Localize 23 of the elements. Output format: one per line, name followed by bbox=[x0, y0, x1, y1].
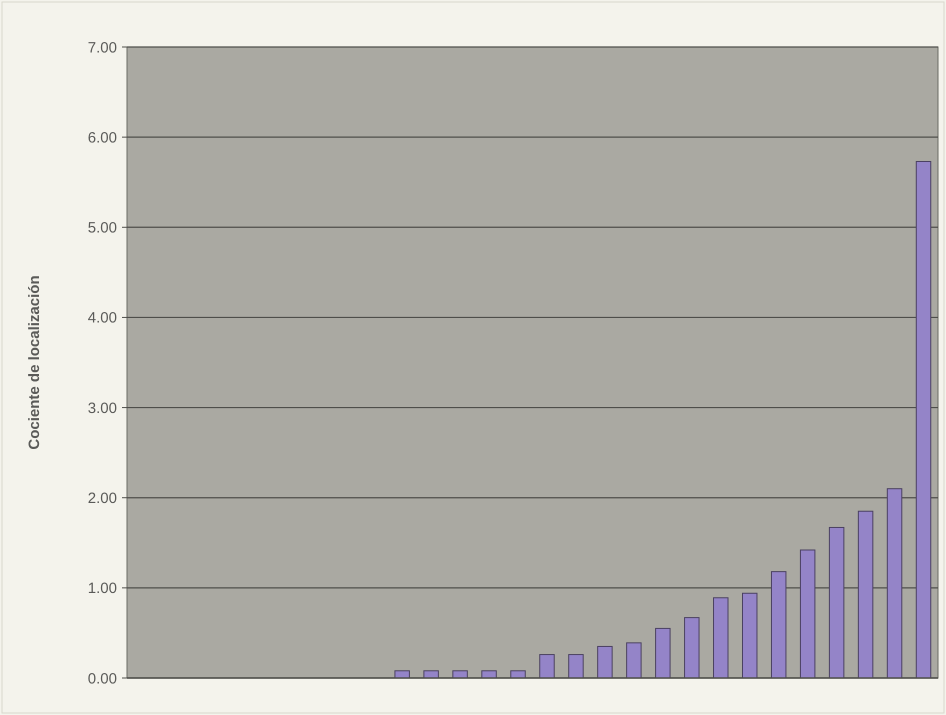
bar bbox=[828, 526, 844, 678]
bar bbox=[770, 571, 786, 678]
bar bbox=[539, 654, 555, 678]
bar bbox=[916, 160, 932, 678]
bar bbox=[655, 628, 671, 678]
y-axis-title: Cociente de localización bbox=[26, 275, 43, 450]
y-tick-label: 1.00 bbox=[88, 580, 117, 598]
y-tick-label: 2.00 bbox=[88, 490, 117, 507]
bar bbox=[713, 597, 729, 678]
y-tick-label: 6.00 bbox=[88, 129, 117, 146]
bar bbox=[742, 592, 758, 678]
y-tick-label: 4.00 bbox=[88, 310, 117, 327]
bar bbox=[800, 549, 816, 678]
y-tick-label: 7.00 bbox=[88, 39, 117, 56]
bar bbox=[626, 642, 642, 678]
bar bbox=[684, 617, 700, 678]
y-tick-label: 5.00 bbox=[88, 220, 117, 237]
bar bbox=[886, 488, 902, 678]
bar bbox=[858, 510, 874, 678]
y-tick-label: 0.00 bbox=[88, 670, 117, 688]
y-tick-label: 3.00 bbox=[88, 400, 117, 417]
bar bbox=[568, 654, 584, 678]
bar bbox=[597, 646, 613, 678]
